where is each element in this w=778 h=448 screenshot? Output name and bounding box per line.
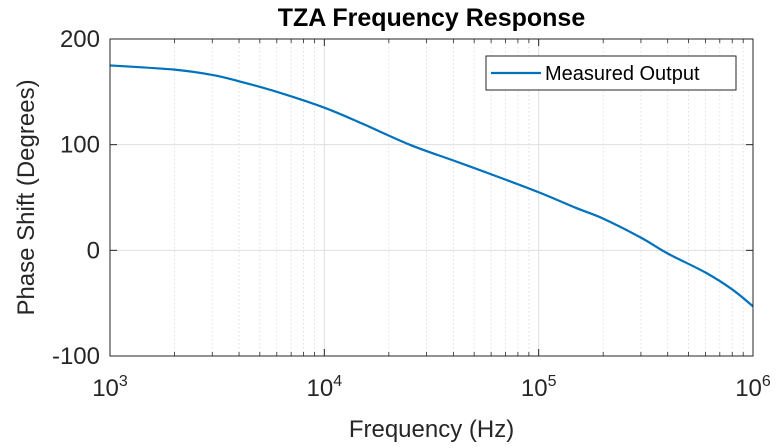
series-line-0 — [109, 64, 754, 308]
minor-grid — [174, 39, 744, 356]
x-tick-label: 106 — [735, 373, 771, 402]
legend: Measured Output — [485, 55, 737, 91]
y-axis-label: Phase Shift (Degrees) — [13, 79, 40, 315]
x-tick-labels: 103 104 105 106 — [92, 373, 771, 402]
legend-label: Measured Output — [545, 63, 700, 85]
plot-area — [110, 39, 753, 356]
y-tick-label: 0 — [87, 237, 100, 264]
x-tick-label: 104 — [307, 373, 343, 402]
x-tick-label: 103 — [92, 373, 128, 402]
y-tick-label: -100 — [52, 343, 100, 370]
x-axis-label: Frequency (Hz) — [349, 416, 514, 443]
plot-frame — [109, 38, 754, 357]
y-tick-labels: -100 0 100 200 — [52, 26, 100, 370]
x-tick-label: 105 — [521, 373, 557, 402]
y-tick-label: 200 — [60, 26, 100, 53]
axis-ticks — [109, 38, 754, 357]
chart-title: TZA Frequency Response — [278, 4, 586, 32]
series-layer — [109, 64, 754, 308]
y-tick-label: 100 — [60, 132, 100, 159]
